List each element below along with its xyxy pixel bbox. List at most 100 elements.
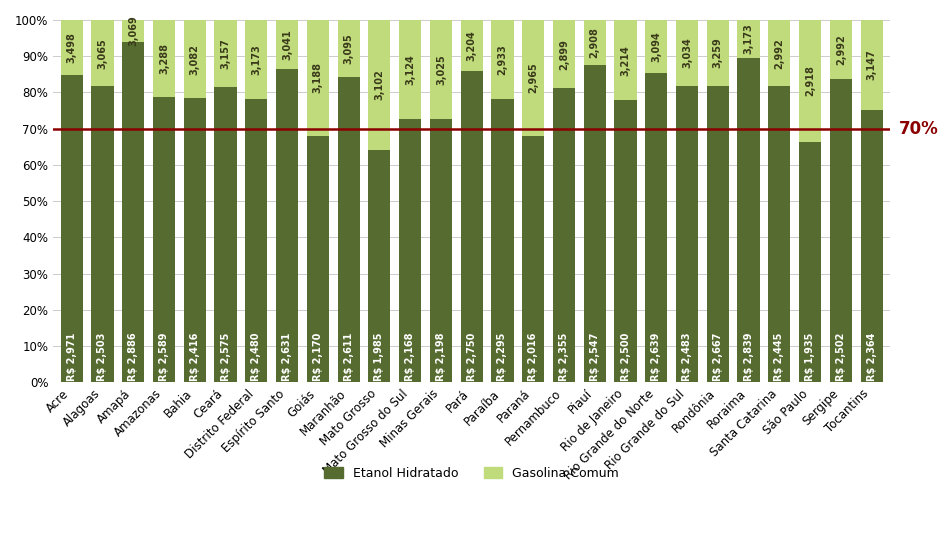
Text: R$ 2,480: R$ 2,480 — [251, 332, 261, 381]
Text: 2,918: 2,918 — [804, 66, 814, 96]
Bar — [91, 86, 113, 382]
Legend: Etanol Hidratado, Gasolina Comum: Etanol Hidratado, Gasolina Comum — [319, 462, 624, 485]
Text: R$ 2,168: R$ 2,168 — [405, 332, 415, 381]
Bar — [767, 86, 789, 382]
Text: 3,034: 3,034 — [682, 38, 691, 69]
Text: 3,288: 3,288 — [159, 43, 169, 74]
Text: 2,933: 2,933 — [497, 44, 506, 75]
Bar — [367, 20, 390, 382]
Text: 3,082: 3,082 — [189, 44, 200, 75]
Bar — [460, 20, 483, 382]
Text: 3,204: 3,204 — [466, 30, 476, 61]
Bar — [798, 142, 821, 382]
Bar — [829, 20, 851, 382]
Text: 2,908: 2,908 — [589, 27, 599, 58]
Bar — [645, 73, 666, 382]
Text: 3,094: 3,094 — [650, 31, 661, 62]
Bar — [307, 135, 328, 382]
Text: 3,147: 3,147 — [865, 50, 876, 81]
Bar — [552, 20, 574, 382]
Text: 70%: 70% — [899, 120, 938, 138]
Text: 3,025: 3,025 — [435, 54, 446, 85]
Bar — [737, 20, 759, 382]
Text: R$ 2,483: R$ 2,483 — [682, 332, 691, 381]
Bar — [214, 20, 236, 382]
Bar — [860, 110, 882, 382]
Text: 3,041: 3,041 — [282, 29, 291, 60]
Text: 3,124: 3,124 — [405, 54, 415, 85]
Bar — [429, 119, 451, 382]
Bar — [276, 20, 298, 382]
Bar — [522, 20, 544, 382]
Bar — [860, 20, 882, 382]
Text: 3,259: 3,259 — [712, 38, 722, 69]
Bar — [522, 136, 544, 382]
Text: 2,965: 2,965 — [527, 63, 538, 94]
Bar — [614, 20, 636, 382]
Bar — [429, 20, 451, 382]
Bar — [307, 20, 328, 382]
Bar — [184, 20, 206, 382]
Text: 2,992: 2,992 — [774, 38, 783, 69]
Bar — [152, 97, 175, 382]
Text: R$ 1,935: R$ 1,935 — [804, 332, 814, 381]
Bar — [829, 79, 851, 382]
Bar — [767, 20, 789, 382]
Text: R$ 2,639: R$ 2,639 — [650, 332, 661, 381]
Text: R$ 2,170: R$ 2,170 — [312, 332, 323, 381]
Text: R$ 2,886: R$ 2,886 — [129, 332, 138, 381]
Bar — [276, 69, 298, 382]
Text: R$ 2,198: R$ 2,198 — [435, 332, 446, 381]
Bar — [337, 77, 359, 382]
Text: R$ 1,985: R$ 1,985 — [374, 332, 384, 381]
Text: 3,069: 3,069 — [129, 15, 138, 46]
Bar — [367, 150, 390, 382]
Bar — [152, 20, 175, 382]
Text: R$ 2,575: R$ 2,575 — [220, 332, 230, 381]
Bar — [460, 71, 483, 382]
Bar — [491, 20, 513, 382]
Text: 3,498: 3,498 — [67, 32, 76, 63]
Bar — [491, 99, 513, 382]
Text: R$ 2,750: R$ 2,750 — [466, 332, 476, 381]
Bar — [245, 20, 268, 382]
Text: 3,173: 3,173 — [743, 23, 753, 54]
Bar — [675, 86, 698, 382]
Text: 3,065: 3,065 — [97, 38, 108, 69]
Bar — [706, 20, 728, 382]
Text: R$ 2,971: R$ 2,971 — [67, 332, 76, 381]
Text: R$ 2,503: R$ 2,503 — [97, 332, 108, 381]
Text: R$ 2,589: R$ 2,589 — [159, 332, 169, 381]
Bar — [184, 98, 206, 382]
Bar — [337, 20, 359, 382]
Bar — [552, 88, 574, 382]
Text: 3,095: 3,095 — [344, 33, 353, 64]
Bar — [61, 20, 83, 382]
Bar — [614, 101, 636, 382]
Text: R$ 2,500: R$ 2,500 — [620, 332, 630, 381]
Bar — [645, 20, 666, 382]
Text: 3,188: 3,188 — [312, 63, 323, 94]
Text: R$ 2,839: R$ 2,839 — [743, 332, 753, 381]
Text: R$ 2,667: R$ 2,667 — [712, 332, 722, 381]
Text: R$ 2,355: R$ 2,355 — [559, 332, 568, 381]
Bar — [798, 20, 821, 382]
Bar — [737, 58, 759, 382]
Text: R$ 2,295: R$ 2,295 — [497, 332, 506, 381]
Text: 3,214: 3,214 — [620, 45, 630, 76]
Bar — [706, 86, 728, 382]
Bar — [399, 20, 421, 382]
Text: R$ 2,631: R$ 2,631 — [282, 332, 291, 381]
Text: 3,157: 3,157 — [220, 38, 230, 69]
Text: R$ 2,445: R$ 2,445 — [774, 332, 783, 381]
Text: R$ 2,416: R$ 2,416 — [189, 332, 200, 381]
Bar — [675, 20, 698, 382]
Bar — [91, 20, 113, 382]
Text: 3,173: 3,173 — [251, 44, 261, 75]
Bar — [583, 20, 605, 382]
Text: R$ 2,547: R$ 2,547 — [589, 332, 599, 381]
Text: R$ 2,611: R$ 2,611 — [344, 332, 353, 381]
Bar — [583, 65, 605, 382]
Text: 2,899: 2,899 — [559, 39, 568, 70]
Text: 2,992: 2,992 — [835, 34, 845, 65]
